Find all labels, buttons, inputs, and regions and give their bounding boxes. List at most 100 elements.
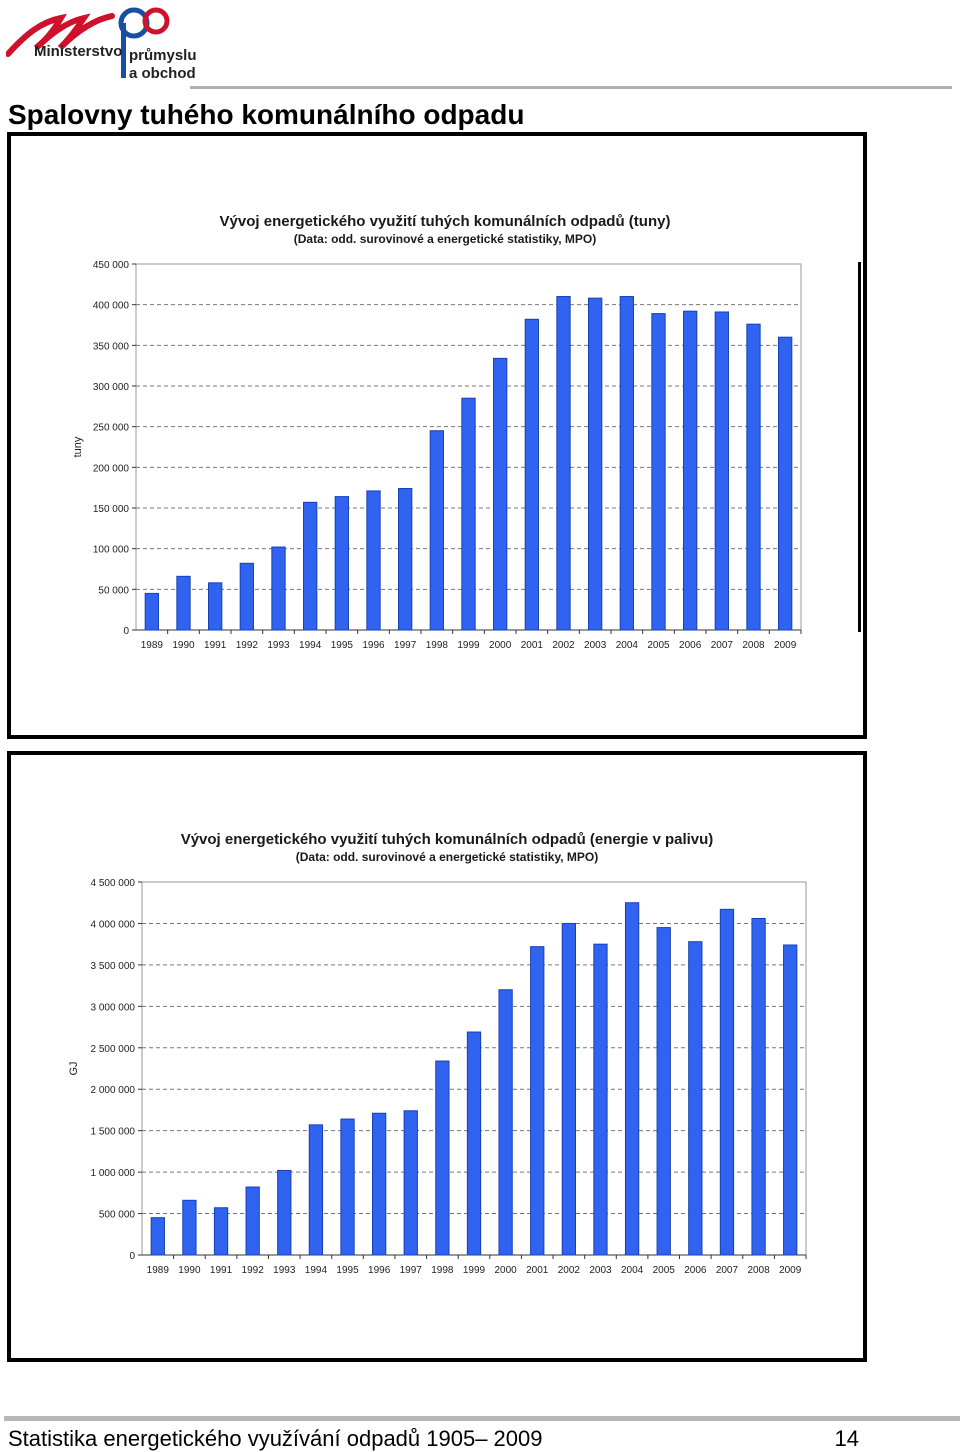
x-tick-label: 2001 — [526, 1265, 549, 1276]
footer-divider — [4, 1416, 960, 1421]
x-tick-label: 1994 — [299, 640, 322, 651]
x-tick-label: 2000 — [494, 1265, 517, 1276]
x-tick-label: 1996 — [368, 1265, 391, 1276]
mpo-logo: Ministerstvo průmyslu a obchodu mpo — [5, 4, 205, 82]
x-tick-label: 1995 — [331, 640, 354, 651]
bar — [213, 1207, 229, 1256]
chart-energy: Vývoj energetického využití tuhých komun… — [68, 831, 807, 1276]
x-tick-label: 1990 — [172, 640, 195, 651]
chart-subtitle: (Data: odd. surovinové a energetické sta… — [296, 850, 599, 864]
bar — [683, 310, 698, 631]
x-tick-label: 2004 — [621, 1265, 644, 1276]
y-tick-label: 250 000 — [93, 423, 130, 434]
page-title: Spalovny tuhého komunálního odpadu — [8, 99, 525, 130]
bar — [751, 917, 766, 1256]
bar — [498, 989, 513, 1256]
bar — [366, 490, 381, 631]
bar — [746, 323, 761, 631]
bar — [334, 496, 349, 631]
y-tick-label: 0 — [123, 626, 129, 637]
bar — [308, 1124, 324, 1256]
x-tick-label: 1997 — [400, 1265, 423, 1276]
x-tick-label: 2003 — [589, 1265, 612, 1276]
x-tick-label: 2009 — [774, 640, 797, 651]
y-tick-label: 2 000 000 — [91, 1085, 136, 1096]
bar — [239, 562, 254, 631]
page-number: 14 — [834, 1426, 859, 1451]
bar — [561, 922, 576, 1256]
y-tick-label: 3 500 000 — [91, 961, 136, 972]
bar — [340, 1118, 355, 1256]
chart-frame-energy: Vývoj energetického využití tuhých komun… — [7, 751, 867, 1362]
y-tick-label: 1 000 000 — [91, 1168, 136, 1179]
bar — [398, 487, 413, 631]
y-tick-label: 4 000 000 — [91, 919, 136, 930]
logo-p-stem — [121, 23, 126, 78]
x-tick-label: 1999 — [457, 640, 480, 651]
x-tick-label: 2009 — [779, 1265, 802, 1276]
y-tick-label: 100 000 — [93, 545, 130, 556]
y-tick-label: 400 000 — [93, 301, 130, 312]
x-tick-label: 1997 — [394, 640, 417, 651]
y-tick-label: 50 000 — [98, 585, 129, 596]
header-divider — [190, 86, 952, 89]
bar — [588, 297, 603, 631]
bar — [245, 1186, 260, 1256]
bar — [466, 1031, 482, 1256]
x-tick-label: 2006 — [684, 1265, 707, 1276]
x-tick-label: 1991 — [210, 1265, 233, 1276]
y-axis-label: tuny — [72, 436, 84, 457]
bar — [372, 1112, 387, 1256]
x-tick-label: 2008 — [747, 1265, 770, 1276]
bar — [429, 430, 444, 631]
bar — [778, 336, 793, 631]
bar — [461, 397, 476, 631]
chart-frame-tonnes: Vývoj energetického využití tuhých komun… — [7, 132, 867, 739]
y-axis-label: GJ — [68, 1061, 80, 1075]
chart-subtitle: (Data: odd. surovinové a energetické sta… — [294, 232, 597, 246]
x-tick-label: 2004 — [616, 640, 639, 651]
bar — [624, 902, 640, 1256]
logo-letters: mpo — [6, 4, 8, 5]
x-tick-label: 2000 — [489, 640, 512, 651]
bar — [144, 592, 159, 631]
frame-edge — [858, 262, 861, 632]
bar — [150, 1217, 165, 1256]
x-tick-label: 1998 — [431, 1265, 454, 1276]
x-tick-label: 1995 — [336, 1265, 359, 1276]
y-tick-label: 2 500 000 — [91, 1044, 136, 1055]
bar — [651, 313, 666, 631]
x-tick-label: 2008 — [742, 640, 765, 651]
x-tick-label: 1990 — [178, 1265, 201, 1276]
x-tick-label: 1991 — [204, 640, 227, 651]
x-tick-label: 1992 — [242, 1265, 265, 1276]
y-tick-label: 4 500 000 — [91, 878, 136, 889]
x-tick-label: 1998 — [426, 640, 449, 651]
x-tick-label: 2007 — [711, 640, 734, 651]
bar — [277, 1169, 292, 1256]
bar — [530, 946, 545, 1256]
logo-line1: Ministerstvo — [34, 43, 122, 60]
mpo-logo-graphic: Ministerstvo průmyslu a obchodu mpo — [5, 4, 205, 82]
chart-title: Vývoj energetického využití tuhých komun… — [181, 831, 714, 848]
bar — [593, 943, 608, 1256]
chart-title: Vývoj energetického využití tuhých komun… — [220, 213, 671, 230]
y-tick-label: 200 000 — [93, 463, 130, 474]
x-tick-label: 2002 — [552, 640, 575, 651]
x-tick-label: 2007 — [716, 1265, 739, 1276]
bar — [688, 941, 703, 1256]
bar — [435, 1060, 450, 1256]
y-tick-label: 500 000 — [99, 1210, 136, 1221]
x-tick-label: 1994 — [305, 1265, 328, 1276]
x-tick-label: 1999 — [463, 1265, 486, 1276]
y-tick-label: 1 500 000 — [91, 1127, 136, 1138]
y-tick-label: 3 000 000 — [91, 1002, 136, 1013]
logo-o — [142, 7, 170, 35]
y-tick-label: 150 000 — [93, 504, 130, 515]
x-tick-label: 1989 — [147, 1265, 170, 1276]
bar — [556, 296, 571, 631]
logo-line2: průmyslu — [129, 47, 196, 64]
chart-tonnes: Vývoj energetického využití tuhých komun… — [72, 213, 802, 651]
bar — [714, 311, 729, 631]
y-tick-label: 0 — [129, 1251, 135, 1262]
